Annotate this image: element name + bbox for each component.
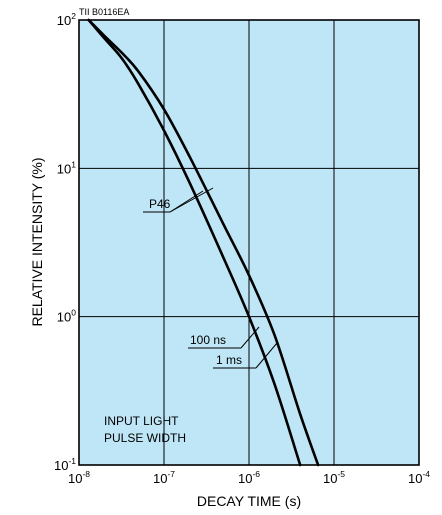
y-tick-label-base: 10 <box>57 161 71 176</box>
y-tick-label: 102 <box>57 11 76 28</box>
note-line-2: PULSE WIDTH <box>104 431 186 445</box>
series-line-1ms <box>87 18 320 467</box>
y-tick-label-base: 10 <box>57 13 71 28</box>
x-tick-label-exponent: -8 <box>82 469 90 479</box>
series-label-1ms: 1 ms <box>216 353 242 367</box>
y-tick-label-base: 10 <box>57 310 71 325</box>
x-tick-label-exponent: -7 <box>167 469 175 479</box>
x-tick-label: 10-7 <box>153 469 175 486</box>
leader-100ns-tail <box>240 326 260 349</box>
y-tick-label: 10-1 <box>54 456 76 473</box>
y-axis-title: RELATIVE INTENSITY (%) <box>29 157 45 326</box>
y-tick-label-exponent: 1 <box>71 159 76 169</box>
plot-frame <box>78 19 420 466</box>
y-tick-label-exponent: 2 <box>71 11 76 21</box>
x-tick-label-base: 10 <box>153 471 167 486</box>
x-tick-label-exponent: -5 <box>337 469 345 479</box>
x-tick-label: 10-6 <box>238 469 260 486</box>
leader-1ms-tail <box>255 342 278 369</box>
y-tick-label-exponent: 0 <box>71 308 76 318</box>
x-tick-label-base: 10 <box>408 471 422 486</box>
curves <box>87 18 320 467</box>
y-tick-label-exponent: -1 <box>68 456 76 466</box>
y-tick-label-base: 10 <box>54 458 68 473</box>
p46-leader-to-1ms <box>169 187 214 213</box>
x-tick-label: 10-4 <box>408 469 430 486</box>
curve-label-p46-group: P46 <box>143 187 214 213</box>
series-label-1ms-group: 1 ms <box>213 342 278 369</box>
x-tick-label: 10-5 <box>323 469 345 486</box>
x-tick-label-base: 10 <box>323 471 337 486</box>
series-label-100ns-group: 100 ns <box>188 326 260 349</box>
x-tick-label-base: 10 <box>238 471 252 486</box>
x-tick-label: 10-8 <box>68 469 90 486</box>
note-line-1: INPUT LIGHT <box>104 414 179 428</box>
y-tick-label: 100 <box>57 308 76 325</box>
x-tick-labels: 10-8 10-7 10-6 10-5 10-4 <box>68 469 430 486</box>
x-tick-label-base: 10 <box>68 471 82 486</box>
y-tick-label: 101 <box>57 159 76 176</box>
series-label-100ns: 100 ns <box>190 333 226 347</box>
x-tick-label-exponent: -6 <box>252 469 260 479</box>
curve-label-p46: P46 <box>149 197 171 211</box>
x-axis-title: DECAY TIME (s) <box>197 493 301 509</box>
series-line-100ns <box>87 18 302 467</box>
x-tick-label-exponent: -4 <box>422 469 430 479</box>
figure-code-label: TII B0116EA <box>79 7 129 17</box>
